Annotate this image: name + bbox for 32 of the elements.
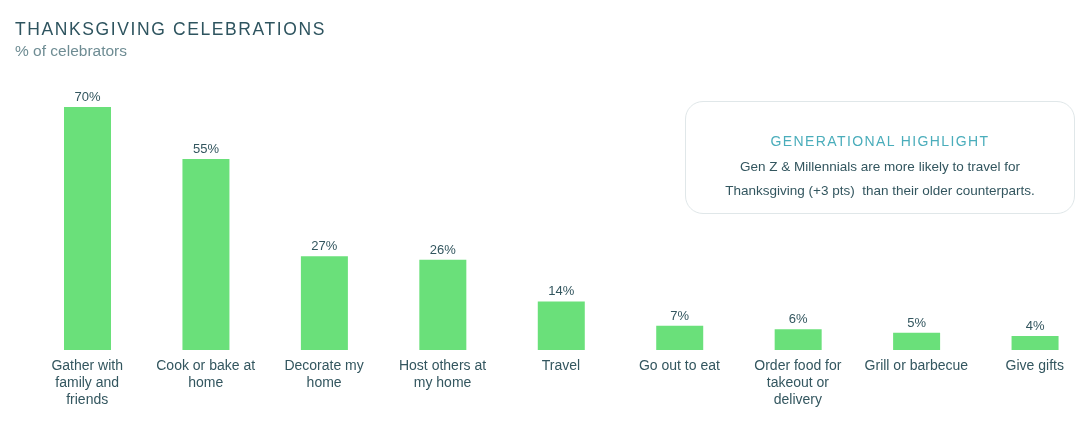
bar <box>537 301 585 350</box>
x-tick-label: Grill or barbecue <box>864 356 969 373</box>
data-label: 27% <box>311 238 338 254</box>
chart-subtitle: % of celebrators <box>15 41 127 61</box>
x-tick-label: Decorate my home <box>284 356 364 390</box>
x-tick-label: Give gifts <box>1005 356 1064 373</box>
data-label: 26% <box>429 241 457 257</box>
data-label: 55% <box>192 141 220 157</box>
x-tick-label: Travel <box>541 356 581 373</box>
annotation: GENERATIONAL HIGHLIGHT <box>769 132 991 151</box>
chart-title: THANKSGIVING CELEBRATIONS <box>15 18 326 40</box>
bar <box>182 159 230 350</box>
bar <box>893 332 941 350</box>
data-label: 7% <box>670 307 690 323</box>
data-label: 14% <box>548 283 575 299</box>
data-label: 70% <box>74 89 101 104</box>
x-tick-label: Host others at my home <box>398 356 487 390</box>
bar <box>656 325 704 350</box>
x-tick-label: Cook or bake at home <box>156 356 256 390</box>
x-tick-label: Order food for takeout or delivery <box>754 356 842 407</box>
bar <box>64 107 111 350</box>
bar <box>774 329 822 350</box>
annotation: Gen Z & Millennials are more likely to travel for Thanksgiving (+3 pts) than their older counterparts. <box>724 158 1036 200</box>
data-label: 6% <box>788 311 808 327</box>
bar <box>300 256 348 350</box>
data-label: 4% <box>1025 318 1045 334</box>
x-tick-label: Go out to eat <box>638 356 721 373</box>
x-tick-label: Gather with family and friends <box>51 356 124 407</box>
data-label: 5% <box>907 314 927 330</box>
bar <box>1011 336 1059 350</box>
bar <box>419 259 467 350</box>
note-card: GENERATIONAL HIGHLIGHT Gen Z & Millennials are more likely to travel for Thanksgiving (+3 pts) than their older counterparts. <box>685 101 1075 214</box>
